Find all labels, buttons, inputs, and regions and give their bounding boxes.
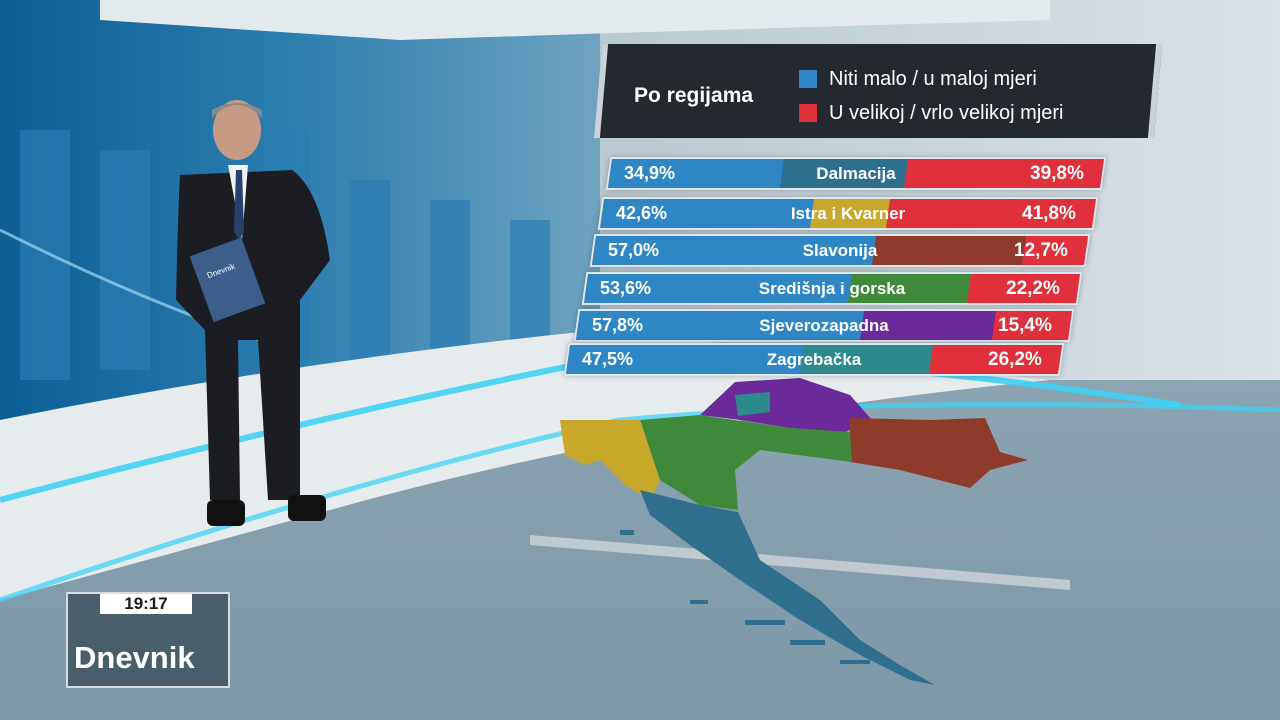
map-region-dalmacija	[640, 490, 935, 685]
high-value: 41,8%	[1022, 203, 1076, 224]
region-name: Istra i Kvarner	[790, 204, 906, 223]
legend-panel: Po regijama Niti malo / u maloj mjeri U …	[593, 44, 1163, 138]
presenter: Dnevnik	[176, 100, 330, 526]
region-name: Dalmacija	[816, 164, 896, 183]
legend-swatch-red	[799, 104, 817, 122]
high-value: 15,4%	[998, 315, 1052, 336]
high-value: 39,8%	[1030, 163, 1084, 184]
broadcast-clock: 19:17	[100, 594, 192, 614]
legend-label-low: Niti malo / u maloj mjeri	[829, 67, 1037, 90]
croatia-map	[560, 378, 1028, 685]
map-region-slavonija	[850, 418, 1028, 488]
region-row: 57,0% Slavonija 12,7%	[589, 234, 1091, 267]
map-region-sjeverozapadna	[700, 378, 872, 432]
high-value: 12,7%	[1014, 240, 1068, 261]
region-name: Sjeverozapadna	[759, 316, 889, 335]
map-region-sredisnja	[640, 415, 852, 510]
region-name: Središnja i gorska	[758, 279, 906, 298]
region-row: 34,9% Dalmacija 39,8%	[605, 157, 1107, 190]
show-logo: Dnevnik	[74, 640, 195, 675]
legend-title: Po regijama	[634, 84, 754, 107]
map-region-zagrebacka	[735, 392, 770, 416]
legend-swatch-blue	[799, 70, 817, 88]
high-value: 22,2%	[1006, 278, 1060, 299]
region-row: 53,6% Središnja i gorska 22,2%	[581, 272, 1083, 305]
region-row: 42,6% Istra i Kvarner 41,8%	[597, 197, 1099, 230]
region-row: 57,8% Sjeverozapadna 15,4%	[573, 309, 1075, 342]
region-name: Slavonija	[802, 241, 878, 260]
legend-item-high: U velikoj / vrlo velikoj mjeri	[799, 100, 1064, 126]
region-row: 47,5% Zagrebačka 26,2%	[563, 343, 1065, 376]
legend-item-low: Niti malo / u maloj mjeri	[799, 66, 1037, 92]
region-name: Zagrebačka	[766, 350, 862, 369]
high-value: 26,2%	[988, 349, 1042, 370]
map-region-istra	[560, 420, 660, 500]
legend-label-high: U velikoj / vrlo velikoj mjeri	[829, 101, 1064, 124]
